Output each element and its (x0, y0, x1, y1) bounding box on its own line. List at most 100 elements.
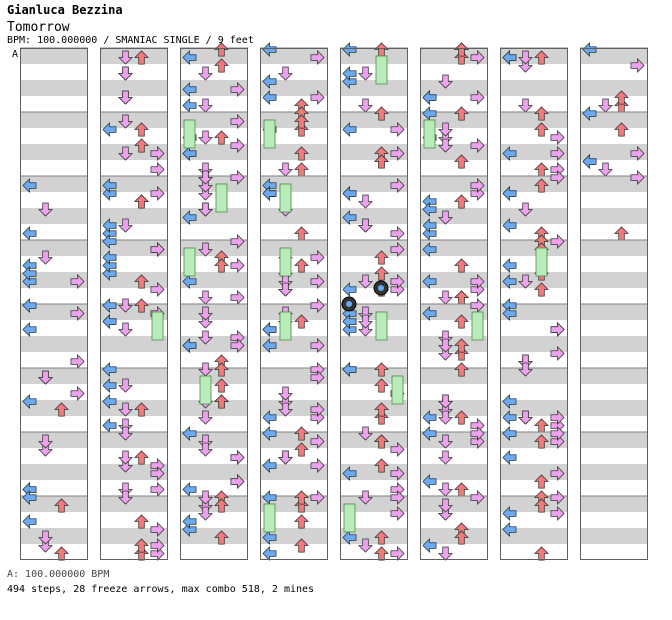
freeze-arrow (375, 55, 388, 85)
freeze-arrow (263, 503, 276, 533)
beat-stripe (100, 272, 168, 288)
beat-stripe (580, 272, 648, 288)
beat-stripe (260, 528, 328, 544)
beat-stripe (580, 304, 648, 320)
column-border (420, 48, 488, 560)
column-border (20, 48, 88, 560)
column-border (580, 48, 648, 560)
beat-stripe (340, 432, 408, 448)
freeze-arrow (279, 247, 292, 277)
beat-stripe (180, 208, 248, 224)
chart-column (20, 47, 88, 561)
beat-stripe (500, 208, 568, 224)
beat-stripe (20, 208, 88, 224)
column-border (180, 48, 248, 560)
beat-stripe (260, 112, 328, 128)
beat-stripe (260, 208, 328, 224)
beat-stripe (180, 464, 248, 480)
beat-stripe (20, 176, 88, 192)
mine-core (346, 301, 352, 307)
beat-stripe (180, 304, 248, 320)
beat-stripe (340, 304, 408, 320)
beat-stripe (100, 496, 168, 512)
freeze-arrow (279, 311, 292, 341)
beat-stripe (500, 368, 568, 384)
bpm-summary: A: 100.000000 BPM (7, 569, 110, 580)
beat-stripe (340, 336, 408, 352)
beat-stripe (420, 112, 488, 128)
freeze-arrow (535, 247, 548, 277)
beat-stripe (180, 48, 248, 64)
beat-stripe (260, 176, 328, 192)
beat-stripe (580, 240, 648, 256)
beat-stripe (580, 496, 648, 512)
freeze-arrow (423, 119, 436, 149)
beat-stripe (420, 400, 488, 416)
beat-stripe (20, 80, 88, 96)
mine-core (378, 285, 384, 291)
beat-stripe (20, 112, 88, 128)
beat-stripe (340, 80, 408, 96)
section-marker: A (12, 49, 18, 60)
freeze-arrow (183, 119, 196, 149)
beat-stripe (580, 48, 648, 64)
beat-stripe (100, 336, 168, 352)
song-title: Tomorrow (7, 20, 70, 35)
beat-stripe (420, 528, 488, 544)
artist-name: Gianluca Bezzina (7, 3, 123, 17)
beat-stripe (340, 400, 408, 416)
beat-stripe (20, 336, 88, 352)
beat-stripe (580, 112, 648, 128)
freeze-arrow (183, 247, 196, 277)
beat-stripe (180, 528, 248, 544)
beat-stripe (340, 208, 408, 224)
beat-stripe (500, 304, 568, 320)
beat-stripe (500, 336, 568, 352)
beat-stripe (100, 176, 168, 192)
beat-stripe (420, 80, 488, 96)
beat-stripe (260, 144, 328, 160)
beat-stripe (100, 80, 168, 96)
beat-stripe (20, 368, 88, 384)
beat-stripe (180, 400, 248, 416)
beat-stripe (100, 112, 168, 128)
column-border (500, 48, 568, 560)
beat-stripe (580, 464, 648, 480)
beat-stripe (580, 368, 648, 384)
beat-stripe (420, 240, 488, 256)
beat-stripe (20, 48, 88, 64)
column-border (100, 48, 168, 560)
beat-stripe (20, 144, 88, 160)
chart-column (580, 42, 648, 560)
column-border (260, 48, 328, 560)
chart-column (180, 42, 248, 560)
beat-stripe (100, 48, 168, 64)
beat-stripe (340, 368, 408, 384)
beat-stripe (100, 432, 168, 448)
beat-stripe (340, 48, 408, 64)
beat-stripe (580, 336, 648, 352)
beat-stripe (20, 432, 88, 448)
freeze-arrow (151, 311, 164, 341)
freeze-arrow (343, 503, 356, 533)
beat-stripe (580, 432, 648, 448)
beat-stripe (500, 112, 568, 128)
beat-stripe (100, 400, 168, 416)
beat-stripe (500, 272, 568, 288)
beat-stripe (420, 464, 488, 480)
beat-stripe (500, 48, 568, 64)
beat-stripe (20, 496, 88, 512)
beat-stripe (20, 464, 88, 480)
beat-stripe (20, 528, 88, 544)
beat-stripe (580, 400, 648, 416)
freeze-arrow (263, 119, 276, 149)
column-border (340, 48, 408, 560)
beat-stripe (580, 80, 648, 96)
beat-stripe (180, 368, 248, 384)
beat-stripe (420, 368, 488, 384)
beat-stripe (260, 240, 328, 256)
beat-stripe (20, 240, 88, 256)
freeze-arrow (199, 375, 212, 405)
beat-stripe (420, 208, 488, 224)
